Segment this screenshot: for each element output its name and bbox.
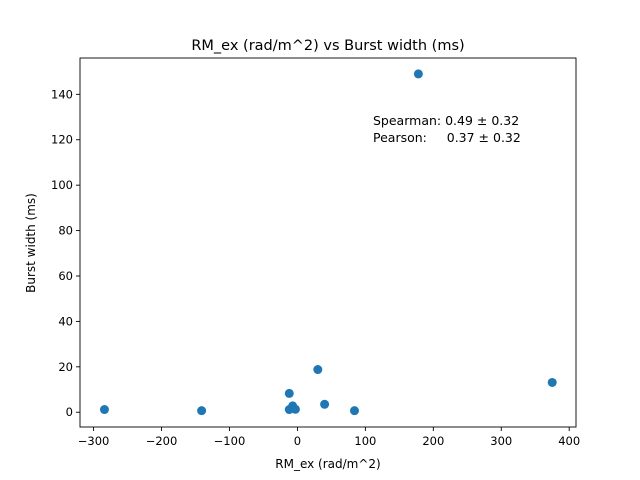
pearson-annotation: Pearson: 0.37 ± 0.32 (373, 130, 521, 145)
y-tick-label: 80 (58, 224, 73, 238)
data-point (290, 404, 300, 414)
y-tick-label: 0 (66, 405, 73, 419)
y-tick-label: 60 (58, 269, 73, 283)
x-tick-label: 0 (294, 434, 301, 448)
data-point (349, 406, 359, 416)
data-point (99, 405, 109, 415)
y-axis-label: Burst width (ms) (24, 193, 38, 293)
x-tick-label: 300 (490, 434, 512, 448)
data-point (413, 69, 423, 79)
data-point (313, 365, 323, 375)
chart-title: RM_ex (rad/m^2) vs Burst width (ms) (191, 38, 464, 54)
spearman-annotation: Spearman: 0.49 ± 0.32 (373, 113, 519, 128)
x-axis-label: RM_ex (rad/m^2) (275, 457, 380, 471)
plot-frame (79, 57, 577, 428)
y-tick-label: 140 (51, 87, 73, 101)
x-tick-label: 100 (354, 434, 376, 448)
x-axis-ticks: −300 −200 −100 0 100 200 300 400 (78, 427, 580, 448)
data-point (284, 388, 294, 398)
x-tick-label: 400 (558, 434, 580, 448)
data-point (547, 377, 557, 387)
y-tick-label: 100 (51, 178, 73, 192)
x-tick-label: 200 (422, 434, 444, 448)
x-tick-label: −300 (78, 434, 110, 448)
x-tick-label: −200 (146, 434, 178, 448)
y-tick-label: 120 (51, 133, 73, 147)
data-point (320, 399, 330, 409)
y-tick-label: 40 (58, 314, 73, 328)
data-points (99, 69, 557, 416)
y-axis-ticks: 0 20 40 60 80 100 120 140 (51, 87, 80, 419)
y-tick-label: 20 (58, 360, 73, 374)
x-tick-label: −100 (214, 434, 246, 448)
data-point (197, 406, 207, 416)
